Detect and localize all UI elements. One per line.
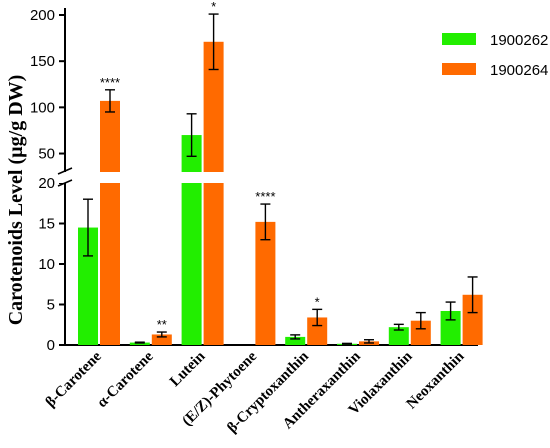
y-tick-label: 0 [47, 337, 55, 354]
bar-2 [307, 317, 328, 345]
y-tick-label: 10 [38, 256, 55, 273]
bar-1 [181, 183, 202, 345]
significance-marker: ** [157, 317, 167, 332]
significance-marker: * [315, 294, 320, 309]
bar-2 [100, 183, 120, 345]
legend-swatch-series-2 [442, 63, 476, 75]
legend-label-series-2: 1900264 [490, 62, 548, 79]
significance-marker: **** [255, 189, 275, 204]
axis-break-gap [59, 172, 550, 183]
significance-marker: **** [100, 75, 120, 90]
bar-2 [255, 221, 276, 345]
bar-2-upper [100, 100, 120, 172]
axis-break-mark [57, 167, 73, 175]
bar-1 [388, 327, 409, 345]
bar-2 [203, 183, 224, 345]
axis-break-mark [57, 179, 73, 187]
bar-1 [129, 342, 150, 345]
bar-2 [151, 334, 172, 345]
significance-marker: * [211, 0, 216, 14]
legend-swatch-series-1 [442, 33, 476, 45]
y-tick-label: 200 [30, 7, 55, 24]
y-tick-label: 50 [38, 146, 55, 163]
y-tick-label: 100 [30, 99, 55, 116]
bar-1 [78, 227, 98, 345]
x-tick-label: Lutein [167, 348, 209, 390]
y-tick-label: 150 [30, 53, 55, 70]
legend-label-series-1: 1900262 [490, 32, 548, 49]
bar-2-upper [203, 41, 224, 173]
bar-1 [285, 336, 306, 345]
bar-2 [410, 320, 431, 345]
x-tick-label: α-Carotene [94, 348, 157, 411]
y-tick-label: 20 [38, 175, 55, 192]
y-tick-label: 5 [47, 297, 55, 314]
y-axis-label: Carotenoids Level (µg/g DW) [5, 75, 27, 326]
legend: 1900262 1900264 [442, 32, 548, 79]
y-tick-label: 15 [38, 216, 55, 233]
bar-2 [462, 294, 483, 345]
